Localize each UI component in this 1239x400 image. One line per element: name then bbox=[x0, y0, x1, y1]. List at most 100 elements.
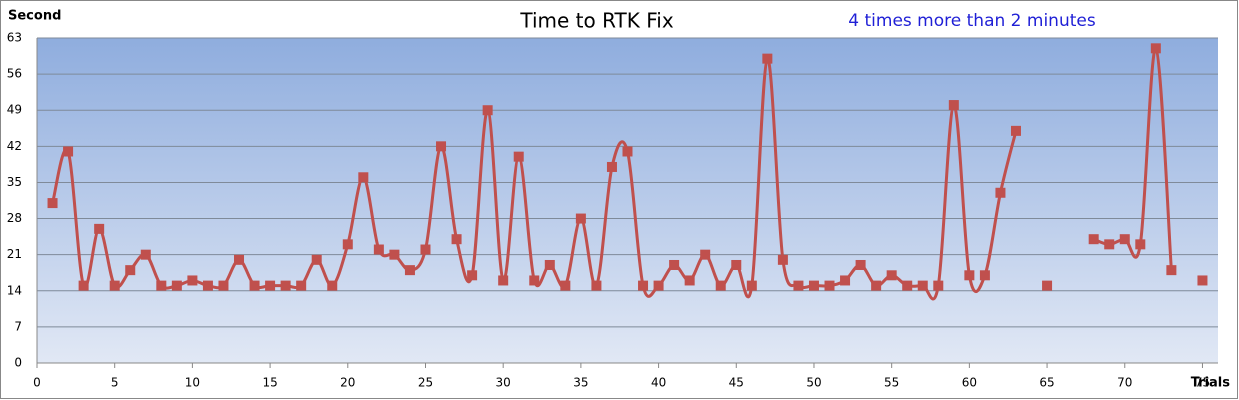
marker bbox=[234, 254, 245, 265]
marker bbox=[63, 146, 74, 157]
marker bbox=[47, 198, 58, 209]
marker bbox=[808, 280, 819, 291]
marker bbox=[1042, 280, 1053, 291]
marker bbox=[1166, 265, 1177, 276]
y-axis-label: Second bbox=[8, 9, 61, 24]
marker bbox=[622, 146, 633, 157]
marker bbox=[311, 254, 322, 265]
marker bbox=[917, 280, 928, 291]
marker bbox=[296, 280, 307, 291]
marker bbox=[451, 234, 462, 245]
marker bbox=[591, 280, 602, 291]
y-tick-label: 21 bbox=[7, 247, 22, 261]
marker bbox=[653, 280, 664, 291]
marker bbox=[544, 259, 555, 270]
marker bbox=[109, 280, 120, 291]
x-tick-label: 50 bbox=[806, 376, 821, 390]
marker bbox=[762, 53, 773, 64]
x-tick-label: 75 bbox=[1195, 376, 1210, 390]
y-tick-label: 49 bbox=[7, 103, 22, 117]
marker bbox=[995, 187, 1006, 198]
marker bbox=[575, 213, 586, 224]
marker bbox=[202, 280, 213, 291]
marker bbox=[777, 254, 788, 265]
marker bbox=[140, 249, 151, 260]
marker bbox=[373, 244, 384, 255]
marker bbox=[467, 270, 478, 281]
x-tick-label: 35 bbox=[573, 376, 588, 390]
x-tick-label: 15 bbox=[262, 376, 277, 390]
plot-area bbox=[37, 38, 1218, 363]
marker bbox=[700, 249, 711, 260]
marker bbox=[498, 275, 509, 286]
x-tick-label: 10 bbox=[185, 376, 200, 390]
marker bbox=[1197, 275, 1208, 286]
marker bbox=[482, 105, 493, 116]
marker bbox=[840, 275, 851, 286]
marker bbox=[265, 280, 276, 291]
marker bbox=[731, 259, 742, 270]
x-tick-label: 65 bbox=[1039, 376, 1054, 390]
x-tick-label: 30 bbox=[496, 376, 511, 390]
annotation: 4 times more than 2 minutes bbox=[848, 11, 1096, 31]
y-tick-label: 7 bbox=[14, 319, 22, 333]
y-tick-label: 42 bbox=[7, 139, 22, 153]
marker bbox=[1135, 239, 1146, 250]
marker bbox=[187, 275, 198, 286]
marker bbox=[420, 244, 431, 255]
marker bbox=[979, 270, 990, 281]
marker bbox=[886, 270, 897, 281]
marker bbox=[669, 259, 680, 270]
marker bbox=[404, 265, 415, 276]
marker bbox=[684, 275, 695, 286]
marker bbox=[389, 249, 400, 260]
marker bbox=[218, 280, 229, 291]
y-tick-label: 63 bbox=[7, 31, 22, 45]
x-tick-label: 0 bbox=[33, 376, 41, 390]
marker bbox=[1104, 239, 1115, 250]
x-tick-label: 55 bbox=[884, 376, 899, 390]
x-tick-label: 60 bbox=[962, 376, 977, 390]
y-tick-label: 35 bbox=[7, 175, 22, 189]
marker bbox=[638, 280, 649, 291]
x-tick-label: 70 bbox=[1117, 376, 1132, 390]
y-tick-label: 56 bbox=[7, 67, 22, 81]
marker bbox=[78, 280, 89, 291]
marker bbox=[746, 280, 757, 291]
x-tick-label: 45 bbox=[729, 376, 744, 390]
marker bbox=[358, 172, 369, 183]
marker bbox=[933, 280, 944, 291]
marker bbox=[560, 280, 571, 291]
marker bbox=[1010, 125, 1021, 136]
marker bbox=[793, 280, 804, 291]
x-tick-label: 20 bbox=[340, 376, 355, 390]
marker bbox=[824, 280, 835, 291]
marker bbox=[327, 280, 338, 291]
marker bbox=[171, 280, 182, 291]
x-tick-label: 5 bbox=[111, 376, 119, 390]
marker bbox=[1150, 43, 1161, 54]
marker bbox=[249, 280, 260, 291]
marker bbox=[94, 223, 105, 234]
marker bbox=[1088, 234, 1099, 245]
marker bbox=[871, 280, 882, 291]
y-tick-label: 14 bbox=[7, 283, 22, 297]
marker bbox=[342, 239, 353, 250]
marker bbox=[902, 280, 913, 291]
marker bbox=[436, 141, 447, 152]
x-axis-label: Trials bbox=[1191, 376, 1231, 391]
marker bbox=[125, 265, 136, 276]
marker bbox=[513, 151, 524, 162]
marker bbox=[280, 280, 291, 291]
marker bbox=[948, 100, 959, 111]
y-tick-label: 28 bbox=[7, 211, 22, 225]
x-tick-label: 25 bbox=[418, 376, 433, 390]
marker bbox=[1119, 234, 1130, 245]
marker bbox=[156, 280, 167, 291]
marker bbox=[606, 161, 617, 172]
marker bbox=[964, 270, 975, 281]
x-tick-label: 40 bbox=[651, 376, 666, 390]
chart-title: Time to RTK Fix bbox=[519, 9, 673, 33]
y-tick-label: 0 bbox=[14, 356, 22, 370]
